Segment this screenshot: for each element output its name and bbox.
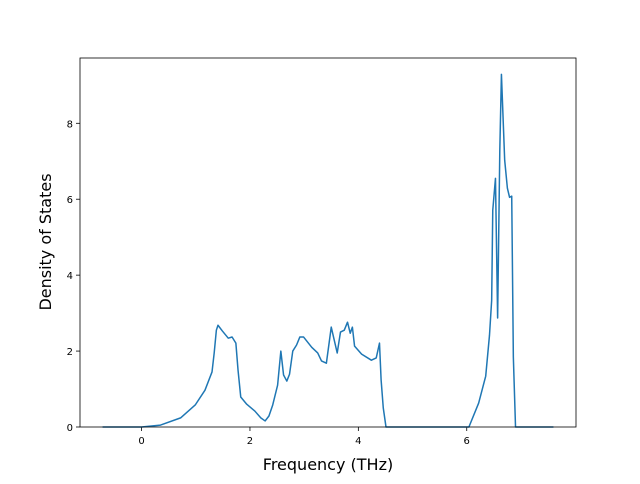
y-tick-label: 0 bbox=[67, 423, 73, 434]
x-tick-label: 6 bbox=[464, 436, 470, 447]
x-tick-label: 4 bbox=[355, 436, 361, 447]
x-tick-label: 2 bbox=[247, 436, 253, 447]
x-tick-label: 0 bbox=[138, 436, 144, 447]
y-tick-label: 4 bbox=[67, 271, 73, 282]
y-axis-label: Density of States bbox=[36, 173, 55, 310]
y-tick-label: 6 bbox=[67, 195, 73, 206]
plot-frame bbox=[79, 57, 577, 428]
line bbox=[102, 73, 554, 428]
x-axis-label: Frequency (THz) bbox=[263, 455, 393, 474]
y-tick-label: 2 bbox=[67, 347, 73, 358]
y-tick-label: 8 bbox=[67, 119, 73, 130]
